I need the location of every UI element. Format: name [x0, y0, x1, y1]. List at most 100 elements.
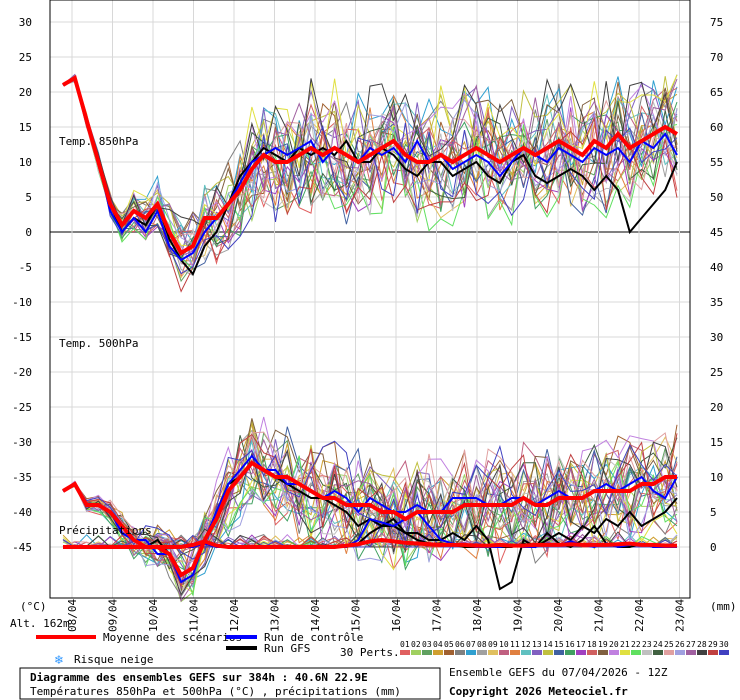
pert-swatch — [631, 650, 641, 655]
section-label-850: Temp. 850hPa — [59, 135, 138, 148]
right-tick-label: 75 — [710, 16, 723, 29]
left-tick-label: -20 — [12, 366, 32, 379]
pert-swatch — [686, 650, 696, 655]
pert-number: 24 — [653, 640, 663, 649]
left-tick-label: -15 — [12, 331, 32, 344]
pert-number: 25 — [664, 640, 674, 649]
pert-number: 04 — [433, 640, 443, 649]
legend-mean-label: Moyenne des scénarios — [103, 631, 242, 644]
pert-number: 23 — [642, 640, 652, 649]
pert-swatch — [521, 650, 531, 655]
right-tick-label: 20 — [710, 401, 723, 414]
pert-swatch — [576, 650, 586, 655]
left-tick-label: -45 — [12, 541, 32, 554]
x-axis-ticks: 08/04 09/04 10/04 11/04 12/04 13/04 14/04 15/04… — [66, 599, 687, 632]
left-tick-label: 20 — [19, 86, 32, 99]
right-tick-label: 40 — [710, 261, 723, 274]
section-label-precip: Précipitations — [59, 524, 152, 537]
left-tick-label: -10 — [12, 296, 32, 309]
chart-title: Diagramme des ensembles GEFS sur 384h : … — [30, 671, 368, 684]
pert-swatch — [719, 650, 729, 655]
pert-swatch — [510, 650, 520, 655]
left-tick-label: -5 — [19, 261, 32, 274]
pert-swatch — [587, 650, 597, 655]
pert-swatch — [532, 650, 542, 655]
pert-swatch — [642, 650, 652, 655]
mean-t850-line — [61, 74, 679, 256]
pert-swatch — [488, 650, 498, 655]
pert-number: 19 — [598, 640, 608, 649]
right-tick-label: 65 — [710, 86, 723, 99]
altitude-label: Alt. 162m — [10, 617, 70, 630]
perturbation-legend: 01 02 03 04 05 06 07 08 09 10 11 12 13 14 15 16 17 18 19 20… — [400, 640, 729, 655]
left-tick-label: 5 — [25, 191, 32, 204]
left-tick-label: 25 — [19, 51, 32, 64]
pert-number: 22 — [631, 640, 641, 649]
pert-number: 02 — [411, 640, 421, 649]
pert-number: 17 — [576, 640, 586, 649]
x-tick-label: 22/04 — [633, 599, 646, 632]
pert-number: 21 — [620, 640, 630, 649]
x-tick-label: 13/04 — [269, 599, 282, 632]
x-tick-label: 10/04 — [147, 599, 160, 632]
pert-number: 12 — [521, 640, 531, 649]
pert-swatch — [609, 650, 619, 655]
right-tick-label: 0 — [710, 541, 717, 554]
left-tick-label: 30 — [19, 16, 32, 29]
control-t850-line — [62, 76, 678, 262]
run-info: Ensemble GEFS du 07/04/2026 - 12Z — [449, 666, 668, 679]
x-tick-label: 09/04 — [107, 599, 120, 632]
x-tick-label: 16/04 — [390, 599, 403, 632]
info-box — [19, 667, 441, 700]
left-tick-label: -25 — [12, 401, 32, 414]
x-tick-label: 23/04 — [674, 599, 687, 632]
right-tick-label: 5 — [710, 506, 717, 519]
right-tick-label: 25 — [710, 366, 723, 379]
main-series-lines — [61, 74, 679, 591]
pert-swatch — [653, 650, 663, 655]
pert-number: 15 — [554, 640, 564, 649]
left-tick-label: -40 — [12, 506, 32, 519]
right-tick-label: 60 — [710, 121, 723, 134]
left-tick-label: 15 — [19, 121, 32, 134]
pert-swatch — [455, 650, 465, 655]
pert-swatch — [598, 650, 608, 655]
pert-number: 11 — [510, 640, 520, 649]
ensemble-member-line — [62, 435, 678, 570]
pert-swatch — [675, 650, 685, 655]
pert-swatch — [444, 650, 454, 655]
pert-number: 16 — [565, 640, 575, 649]
x-tick-label: 08/04 — [66, 599, 79, 632]
right-tick-label: 30 — [710, 331, 723, 344]
pert-swatch — [433, 650, 443, 655]
pert-number: 30 — [719, 640, 729, 649]
legend-gfs-label: Run GFS — [264, 642, 310, 655]
right-tick-label: 55 — [710, 156, 723, 169]
pert-number: 18 — [587, 640, 597, 649]
pert-number: 27 — [686, 640, 696, 649]
pert-swatch — [411, 650, 421, 655]
pert-number: 01 — [400, 640, 410, 649]
mean-precip-line — [63, 537, 677, 549]
pert-swatch — [422, 650, 432, 655]
pert-swatch — [554, 650, 564, 655]
legend-perts-label: 30 Perts. — [340, 646, 400, 659]
x-tick-label: 21/04 — [593, 599, 606, 632]
ensemble-member-line — [62, 464, 678, 580]
pert-swatch — [543, 650, 553, 655]
right-tick-label: 45 — [710, 226, 723, 239]
ensemble-member-line — [62, 77, 678, 228]
ensemble-member-line — [62, 77, 678, 259]
x-tick-label: 17/04 — [431, 599, 444, 632]
right-tick-label: 15 — [710, 436, 723, 449]
pert-swatch — [620, 650, 630, 655]
x-tick-label: 14/04 — [309, 599, 322, 632]
left-tick-label: 0 — [25, 226, 32, 239]
pert-swatch — [565, 650, 575, 655]
pert-number: 13 — [532, 640, 542, 649]
pert-number: 09 — [488, 640, 498, 649]
x-tick-label: 19/04 — [512, 599, 525, 632]
right-tick-label: 70 — [710, 51, 723, 64]
